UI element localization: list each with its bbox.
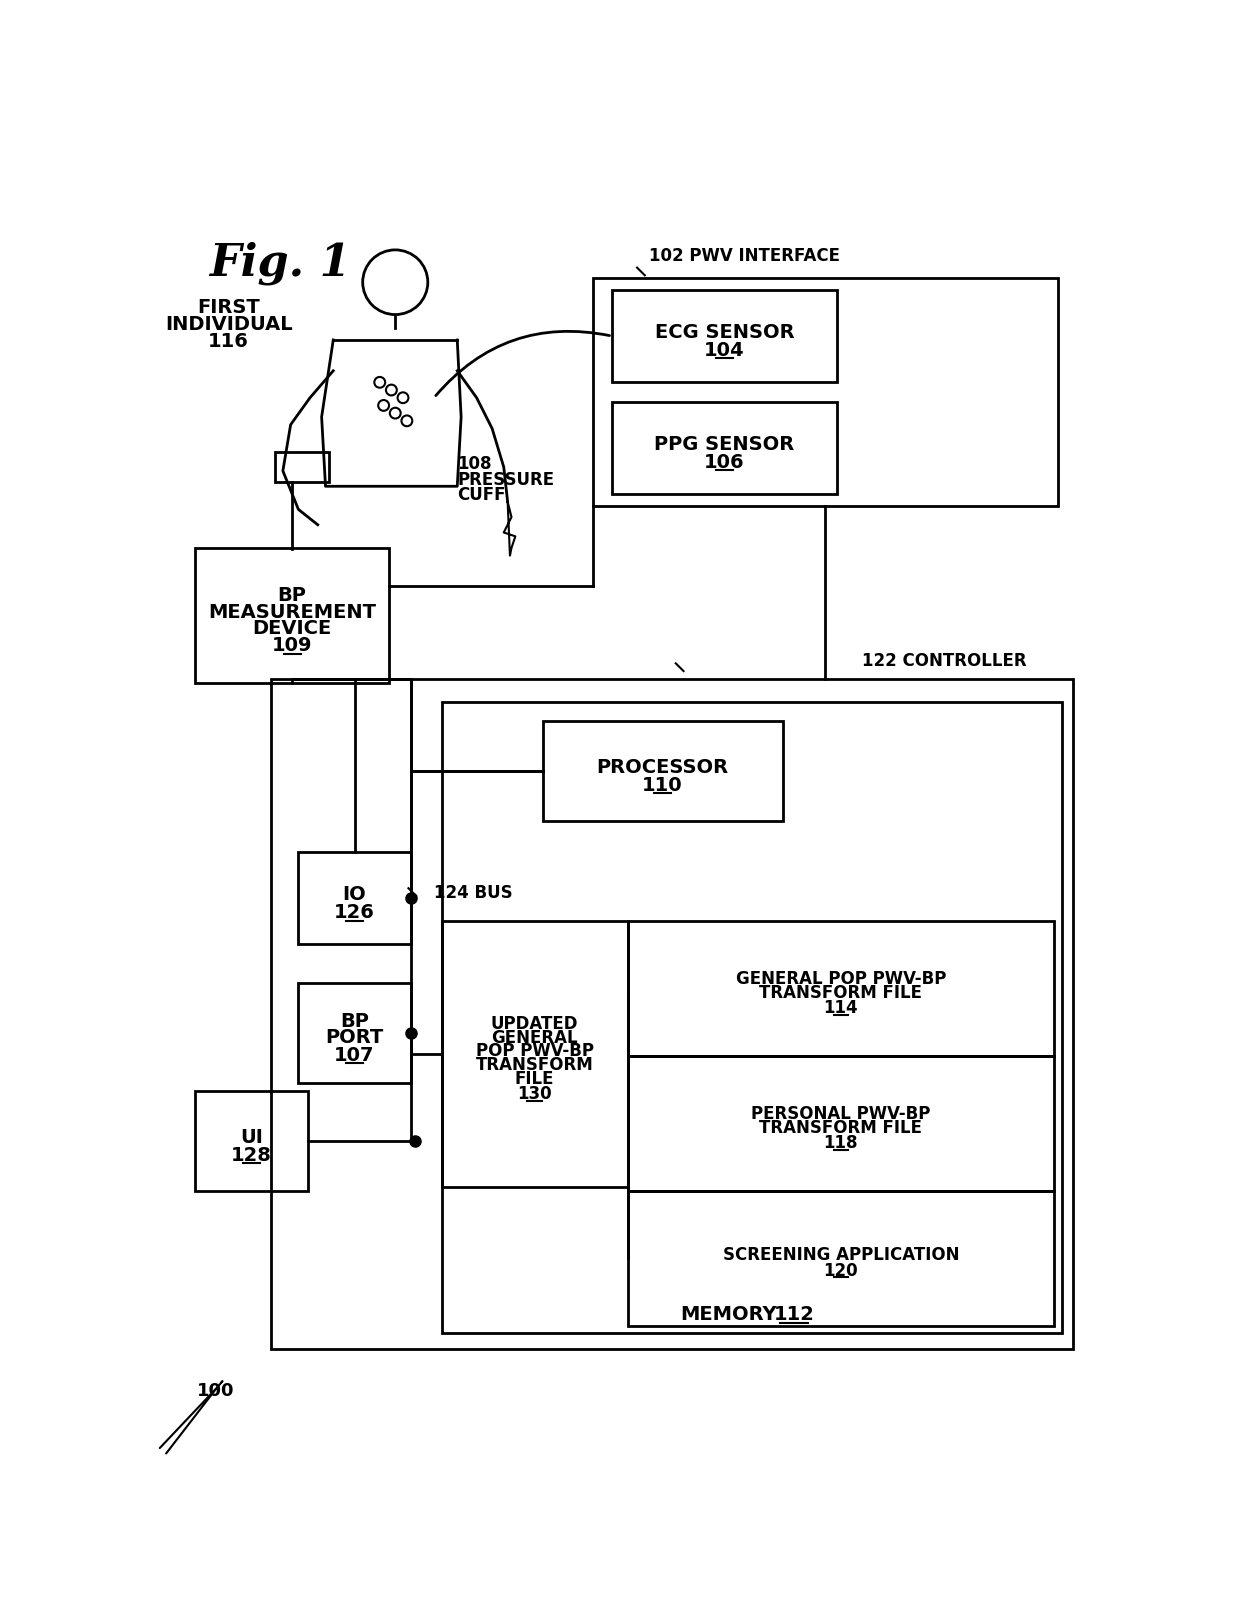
Text: PROCESSOR: PROCESSOR <box>596 759 729 778</box>
Text: TRANSFORM FILE: TRANSFORM FILE <box>759 1119 923 1136</box>
Bar <box>441 922 627 1186</box>
Text: 104: 104 <box>704 341 745 360</box>
Text: 130: 130 <box>517 1085 552 1104</box>
Text: 114: 114 <box>823 999 858 1017</box>
Bar <box>272 679 1074 1349</box>
Text: 108: 108 <box>458 455 492 473</box>
Text: GENERAL POP PWV-BP: GENERAL POP PWV-BP <box>735 970 946 988</box>
Text: 126: 126 <box>334 904 374 922</box>
Text: BP: BP <box>278 586 306 605</box>
Bar <box>627 922 1054 1056</box>
Text: PERSONAL PWV-BP: PERSONAL PWV-BP <box>751 1104 930 1123</box>
Text: SCREENING APPLICATION: SCREENING APPLICATION <box>723 1246 959 1264</box>
Text: POP PWV-BP: POP PWV-BP <box>476 1043 594 1060</box>
Text: PPG SENSOR: PPG SENSOR <box>655 436 795 454</box>
Text: TRANSFORM: TRANSFORM <box>476 1056 594 1075</box>
Text: 107: 107 <box>335 1046 374 1065</box>
Bar <box>627 1056 1054 1191</box>
Text: INDIVIDUAL: INDIVIDUAL <box>165 315 293 334</box>
Bar <box>299 852 410 944</box>
Text: 122 CONTROLLER: 122 CONTROLLER <box>862 652 1027 670</box>
Text: ECG SENSOR: ECG SENSOR <box>655 323 795 342</box>
Text: FIRST: FIRST <box>197 297 260 316</box>
Text: 110: 110 <box>642 776 683 796</box>
Text: TRANSFORM FILE: TRANSFORM FILE <box>759 985 923 1002</box>
Text: 112: 112 <box>774 1304 815 1323</box>
Bar <box>613 402 837 494</box>
Text: Fig. 1: Fig. 1 <box>210 242 351 286</box>
Text: DEVICE: DEVICE <box>253 618 332 638</box>
Text: 102 PWV INTERFACE: 102 PWV INTERFACE <box>650 247 841 265</box>
Text: CUFF: CUFF <box>458 486 506 504</box>
Bar <box>543 721 782 822</box>
Text: 109: 109 <box>272 636 312 655</box>
Text: 120: 120 <box>823 1262 858 1280</box>
Text: 118: 118 <box>823 1135 858 1152</box>
Bar <box>627 1191 1054 1325</box>
Text: UPDATED: UPDATED <box>491 1015 579 1033</box>
Text: GENERAL: GENERAL <box>491 1028 578 1046</box>
Bar <box>441 702 1061 1333</box>
Text: MEASUREMENT: MEASUREMENT <box>208 602 376 621</box>
Text: 100: 100 <box>197 1382 234 1399</box>
Text: 106: 106 <box>704 454 745 471</box>
Text: 124 BUS: 124 BUS <box>434 884 512 902</box>
Text: PRESSURE: PRESSURE <box>458 471 554 489</box>
Text: IO: IO <box>342 886 367 904</box>
Text: PORT: PORT <box>325 1028 383 1047</box>
Text: BP: BP <box>340 1012 370 1031</box>
Text: 116: 116 <box>208 331 249 350</box>
Bar <box>593 278 1058 505</box>
Text: UI: UI <box>241 1128 263 1148</box>
Bar <box>299 983 410 1083</box>
Text: FILE: FILE <box>515 1070 554 1088</box>
Text: MEMORY: MEMORY <box>681 1304 776 1323</box>
Text: 128: 128 <box>231 1146 272 1165</box>
Bar <box>275 452 330 483</box>
Bar <box>196 1091 308 1191</box>
Bar <box>196 547 389 683</box>
Bar <box>613 291 837 383</box>
